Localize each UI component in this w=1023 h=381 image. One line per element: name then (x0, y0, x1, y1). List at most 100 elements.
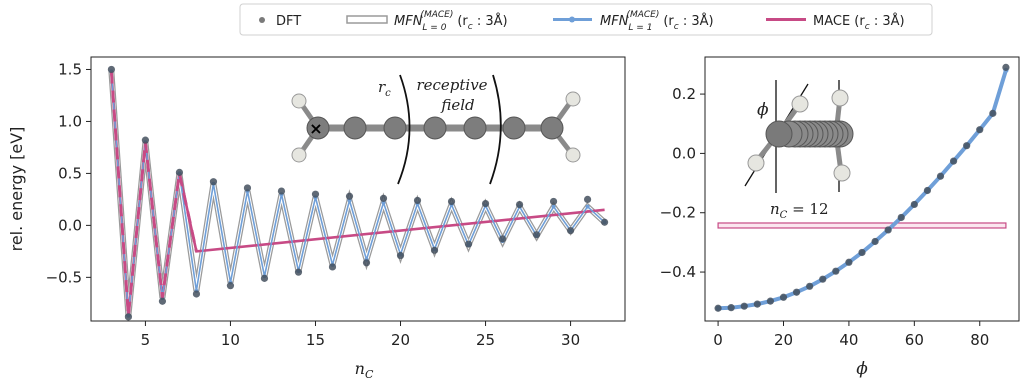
series-dft-point (714, 304, 722, 312)
y-tick-label: −0.4 (660, 263, 696, 281)
series-dft-point (294, 268, 303, 276)
series-dft-point (845, 258, 853, 266)
nc-label: nC = 12 (770, 200, 829, 221)
hydrogen-atom (565, 147, 581, 163)
x-tick-label: 5 (141, 331, 151, 349)
left-y-axis-label: rel. energy [eV] (7, 127, 26, 252)
series-dft-point (192, 290, 201, 298)
x-tick-label: 25 (476, 331, 495, 349)
series-dft-point (976, 126, 984, 134)
series-dft-point (226, 282, 235, 290)
legend-mfn1-label: MFNL = 1(MACE) (rc : 3Å) (600, 10, 714, 33)
series-dft-point (362, 259, 371, 267)
series-mace-line (717, 222, 1007, 229)
series-dft-point (379, 194, 388, 202)
left-plot-frame (90, 56, 626, 322)
x-tick-label: 0 (713, 331, 723, 349)
series-dft-point (515, 200, 524, 209)
y-tick-label: −0.2 (660, 204, 696, 222)
carbon-atom (765, 120, 793, 148)
series-dft-point (413, 196, 422, 205)
phi-label: ϕ (757, 100, 769, 120)
series-mfn1-line (110, 71, 606, 316)
series-dft-point (464, 240, 473, 248)
series-dft-point (792, 288, 801, 296)
series-dft-point (949, 157, 958, 165)
x-tick-label: 60 (905, 331, 924, 349)
receptive-field-right-arc (489, 74, 502, 185)
series-dft-point (600, 218, 609, 226)
series-dft-point (858, 248, 866, 257)
series-dft-point (806, 282, 814, 290)
y-tick-label: 0.0 (672, 144, 696, 162)
series-dft-point (158, 297, 167, 305)
y-tick-label: 0.2 (672, 85, 696, 103)
legend-mfn1-marker (569, 16, 575, 23)
carbon-atom (306, 116, 330, 140)
y-tick-label: 1.5 (58, 60, 82, 78)
series-dft-point (124, 313, 133, 321)
hydrogen-atom (291, 93, 307, 109)
hydrogen-atom (565, 91, 581, 107)
center-marker: × (309, 119, 322, 138)
series-dft-point (447, 197, 456, 206)
y-tick-label: 0.0 (58, 216, 82, 234)
x-tick-label: 80 (970, 331, 989, 349)
left-plot: 5 10 15 20 25 30 −0.5 0.0 0.5 1.0 1.5 nC rel. ener… (7, 56, 626, 381)
carbon-atom (343, 116, 367, 140)
series-dft-point (345, 192, 354, 200)
series-dft-point (727, 304, 735, 312)
series-mace-dashed (109, 71, 198, 316)
series-dft-point (963, 142, 971, 150)
series-dft-point (583, 195, 592, 203)
field-label: field (440, 96, 474, 114)
right-molecule-inset: ϕ nC = 12 (744, 80, 854, 221)
series-dft-point (740, 302, 748, 310)
x-tick-label: 20 (391, 331, 410, 349)
carbon-atom (383, 116, 407, 140)
series-dft-point (766, 297, 775, 305)
x-tick-label: 20 (774, 331, 793, 349)
series-dft-point (871, 237, 879, 246)
carbon-atom (423, 116, 447, 140)
series-dft-point (753, 300, 761, 308)
series-dft-point (832, 267, 840, 275)
series-mfn1-point (585, 204, 590, 209)
hydrogen-atom (791, 95, 809, 113)
legend-mace-label: MACE (rc : 3Å) (813, 13, 905, 32)
carbon-atom (540, 116, 564, 140)
left-x-axis-label: nC (355, 359, 374, 381)
series-dft-point (430, 246, 439, 254)
legend-mfn0-swatch (346, 15, 388, 24)
y-tick-label: 1.0 (58, 112, 82, 130)
series-dft-point (1002, 63, 1010, 71)
series-mfn0-line (109, 71, 606, 316)
carbon-atom (463, 116, 487, 140)
receptive-field-left-arc (397, 74, 411, 185)
right-plot-frame (704, 56, 1020, 322)
series-dft-point (260, 274, 269, 282)
y-tick-label: 0.5 (58, 164, 82, 182)
series-dft-point (328, 263, 337, 271)
series-dft-point (897, 213, 905, 222)
hydrogen-atom (831, 89, 849, 107)
carbon-atom (502, 116, 526, 140)
x-tick-label: 15 (306, 331, 325, 349)
series-dft-point (209, 178, 218, 186)
right-x-axis-label: ϕ (856, 359, 868, 379)
hydrogen-atom (833, 164, 851, 182)
series-mfn1-point (551, 204, 556, 209)
series-dft-point (311, 190, 320, 198)
series-mace-line (110, 71, 605, 316)
series-dft-point (566, 226, 575, 235)
hydrogen-atom (291, 147, 307, 163)
series-dft-point (277, 187, 286, 195)
series-dft-point (989, 109, 997, 117)
series-dft-point (107, 65, 116, 74)
legend-dft-marker (259, 17, 265, 23)
series-dft-point (923, 186, 932, 195)
rc-label: rc (378, 78, 391, 99)
x-tick-label: 30 (561, 331, 580, 349)
legend-dft-label: DFT (276, 14, 301, 29)
